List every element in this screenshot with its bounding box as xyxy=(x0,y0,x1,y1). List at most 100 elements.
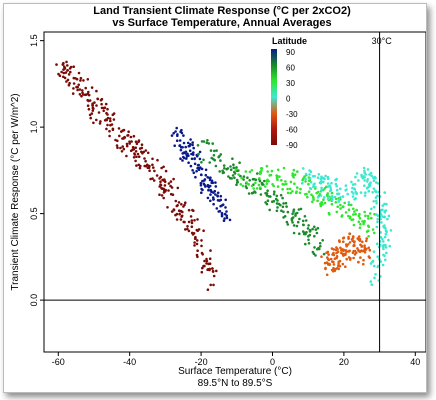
scatter-point xyxy=(89,116,92,120)
scatter-point xyxy=(220,204,224,207)
scatter-point xyxy=(379,260,383,263)
scatter-point xyxy=(106,107,109,111)
scatter-point xyxy=(134,159,137,163)
scatter-point xyxy=(98,122,102,125)
scatter-point xyxy=(75,85,78,89)
scatter-point xyxy=(335,251,338,255)
y-axis: 0.0 0.5 1.0 1.5 xyxy=(29,34,44,306)
scatter-point xyxy=(186,225,189,228)
scatter-point xyxy=(357,248,360,252)
scatter-point xyxy=(79,76,83,80)
scatter-point xyxy=(105,127,108,131)
scatter-point xyxy=(214,164,218,168)
scatter-point xyxy=(385,251,388,255)
scatter-point xyxy=(201,266,204,270)
scatter-point xyxy=(173,144,176,147)
scatter-point xyxy=(146,151,150,155)
scatter-point xyxy=(315,191,319,195)
scatter-point xyxy=(341,262,345,266)
scatter-point xyxy=(202,229,205,232)
scatter-point xyxy=(196,144,200,147)
scatter-point xyxy=(346,243,350,246)
scatter-point xyxy=(186,141,190,145)
scatter-point xyxy=(222,171,225,174)
scatter-point xyxy=(122,128,126,132)
scatter-point xyxy=(225,216,229,220)
scatter-point xyxy=(194,236,197,240)
scatter-point xyxy=(111,113,115,117)
scatter-point xyxy=(362,222,365,226)
scatter-point xyxy=(308,179,312,182)
scatter-point xyxy=(348,249,352,253)
scatter-point xyxy=(272,192,276,196)
scatter-point xyxy=(374,273,377,276)
legend-label: -30 xyxy=(286,110,298,119)
scatter-point xyxy=(266,178,269,182)
scatter-point xyxy=(335,188,339,192)
scatter-point xyxy=(370,283,374,287)
scatter-point xyxy=(334,248,338,252)
scatter-point xyxy=(363,184,366,187)
scatter-point xyxy=(162,165,165,169)
scatter-point xyxy=(365,239,368,243)
scatter-point xyxy=(357,220,361,224)
scatter-point xyxy=(278,175,281,178)
scatter-point xyxy=(331,260,334,263)
scatter-point xyxy=(319,204,323,208)
scatter-point xyxy=(326,256,329,259)
scatter-point xyxy=(289,180,293,184)
scatter-point xyxy=(367,229,370,233)
scatter-point xyxy=(230,177,233,180)
scatter-point xyxy=(200,187,203,191)
scatter-point xyxy=(201,253,204,256)
x-axis-label: Surface Temperature (°C) xyxy=(178,366,292,377)
scatter-point xyxy=(381,208,384,212)
scatter-point xyxy=(161,178,164,182)
scatter-point xyxy=(296,220,300,224)
scatter-point xyxy=(320,201,324,204)
scatter-point xyxy=(160,166,163,170)
scatter-point xyxy=(189,215,193,218)
scatter-point xyxy=(367,246,371,250)
scatter-point xyxy=(213,149,216,153)
scatter-point xyxy=(105,118,108,122)
scatter-point xyxy=(216,194,219,198)
scatter-point xyxy=(347,237,350,240)
scatter-point xyxy=(214,193,217,196)
scatter-point xyxy=(343,201,347,205)
scatter-point xyxy=(137,163,141,167)
scatter-point xyxy=(293,173,297,176)
scatter-point xyxy=(195,253,199,257)
scatter-point xyxy=(209,149,213,152)
scatter-point xyxy=(239,183,243,186)
scatter-point xyxy=(372,187,376,190)
scatter-point xyxy=(368,248,372,252)
scatter-point xyxy=(178,212,181,216)
chart-frame: Land Transient Climate Response (°C per … xyxy=(3,3,427,393)
scatter-point xyxy=(222,164,226,167)
scatter-point xyxy=(190,157,194,161)
scatter-point xyxy=(192,146,195,150)
scatter-point xyxy=(178,139,182,142)
scatter-point xyxy=(206,176,209,179)
scatter-point xyxy=(162,196,165,200)
scatter-point xyxy=(367,185,370,189)
scatter-point xyxy=(386,217,389,221)
scatter-point xyxy=(304,177,307,181)
scatter-point xyxy=(191,208,194,212)
scatter-point xyxy=(196,249,199,252)
scatter-point xyxy=(327,211,331,215)
scatter-point xyxy=(276,185,280,188)
scatter-point xyxy=(125,142,129,146)
scatter-point xyxy=(88,99,92,102)
scatter-point xyxy=(303,215,307,218)
scatter-point xyxy=(292,224,296,227)
scatter-point xyxy=(90,86,94,89)
scatter-point xyxy=(211,267,214,270)
scatter-point xyxy=(110,123,114,126)
scatter-point xyxy=(187,208,191,212)
scatter-point xyxy=(332,268,335,272)
scatter-point xyxy=(95,89,98,93)
scatter-point xyxy=(296,170,299,173)
scatter-point xyxy=(125,154,128,158)
